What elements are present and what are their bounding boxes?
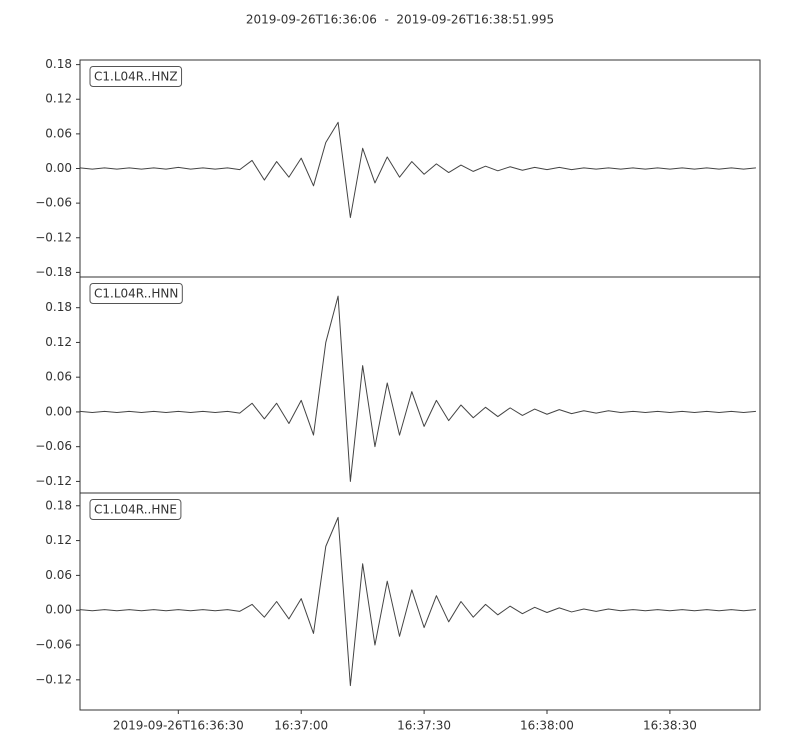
waveform (80, 516, 756, 687)
y-tick-label: 0.18 (45, 498, 72, 512)
y-tick-label: −0.06 (35, 439, 72, 453)
y-tick-label: 0.18 (45, 300, 72, 314)
y-tick-label: 0.06 (45, 126, 72, 140)
panel-frame (79, 492, 761, 711)
y-tick-label: −0.12 (35, 474, 72, 488)
y-tick-label: 0.06 (45, 568, 72, 582)
chart-title: 2019-09-26T16:36:06 - 2019-09-26T16:38:5… (246, 13, 554, 27)
y-tick-label: 0.12 (45, 92, 72, 106)
trace-label-box (89, 66, 183, 87)
y-tick-label: 0.12 (45, 335, 72, 349)
panel-frame (79, 276, 761, 494)
waveform (80, 121, 756, 219)
x-tick-label: 16:37:30 (397, 719, 451, 733)
x-tick-label: 16:37:00 (274, 719, 328, 733)
x-tick-label: 16:38:00 (520, 719, 574, 733)
x-tick-label: 16:38:30 (643, 719, 697, 733)
panel-frame (79, 59, 761, 278)
y-tick-label: −0.06 (35, 638, 72, 652)
y-tick-label: −0.18 (35, 265, 72, 279)
trace-label: C1.L04R..HNZ (94, 70, 178, 84)
y-tick-label: 0.06 (45, 370, 72, 384)
x-tick-label: 2019-09-26T16:36:30 (113, 719, 244, 733)
trace-label-box (89, 283, 183, 304)
trace-label: C1.L04R..HNN (94, 287, 178, 301)
y-tick-label: 0.00 (45, 404, 72, 418)
y-tick-label: −0.06 (35, 196, 72, 210)
waveform (80, 295, 756, 482)
y-tick-label: 0.00 (45, 161, 72, 175)
y-tick-label: 0.12 (45, 533, 72, 547)
y-tick-label: −0.12 (35, 672, 72, 686)
y-tick-label: 0.00 (45, 603, 72, 617)
trace-label-box (89, 499, 182, 520)
trace-label: C1.L04R..HNE (94, 503, 177, 517)
y-tick-label: −0.12 (35, 230, 72, 244)
y-tick-label: 0.18 (45, 57, 72, 71)
